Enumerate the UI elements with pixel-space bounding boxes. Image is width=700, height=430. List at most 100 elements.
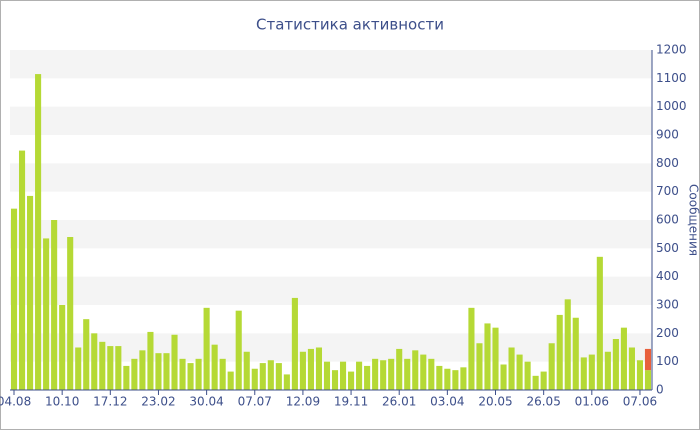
y-tick-label: 700	[656, 184, 679, 198]
bar	[171, 334, 178, 390]
bar	[267, 360, 274, 390]
bar	[227, 371, 234, 390]
bar	[460, 367, 467, 390]
bar	[348, 371, 355, 390]
bar	[596, 256, 603, 390]
bar	[10, 208, 18, 390]
bar	[612, 339, 619, 390]
bar	[420, 354, 427, 390]
x-tick-label: 26.01	[382, 395, 416, 409]
y-tick-label: 1100	[656, 71, 687, 85]
bar	[155, 353, 162, 390]
bar	[331, 370, 339, 390]
bar	[211, 344, 218, 390]
bar	[187, 363, 194, 390]
bar	[580, 357, 587, 390]
grid-band	[10, 50, 652, 79]
chart-title: Статистика активности	[256, 16, 444, 34]
x-tick-label: 07.06	[623, 395, 657, 409]
bar	[43, 238, 50, 390]
bar	[380, 360, 387, 390]
bar	[436, 365, 443, 390]
bar	[235, 310, 242, 390]
x-tick-label: 04.08	[0, 395, 31, 409]
bar	[131, 358, 138, 390]
bar	[404, 358, 411, 390]
bar	[67, 237, 74, 390]
y-tick-label: 200	[656, 326, 679, 340]
bar	[476, 343, 483, 390]
grid-band	[10, 106, 652, 135]
bar	[604, 351, 611, 390]
y-tick-label: 1200	[656, 43, 687, 57]
bar	[556, 314, 563, 390]
x-tick-label: 19.11	[334, 395, 368, 409]
bar	[323, 361, 331, 390]
x-tick-label: 30.04	[189, 395, 223, 409]
x-tick-label: 23.02	[141, 395, 175, 409]
bar	[339, 361, 347, 390]
bar	[283, 374, 290, 390]
bar	[412, 350, 419, 390]
bar	[492, 327, 499, 390]
bar	[372, 358, 379, 390]
bar	[644, 348, 652, 371]
bar	[251, 368, 258, 390]
bar	[219, 358, 226, 390]
y-tick-label: 0	[656, 383, 664, 397]
bar	[508, 347, 515, 390]
y-tick-label: 900	[656, 128, 679, 142]
bar	[115, 346, 122, 390]
bar	[123, 365, 130, 390]
bar	[364, 365, 371, 390]
x-tick-label: 01.06	[575, 395, 609, 409]
bar	[35, 74, 42, 390]
bar	[452, 370, 459, 390]
x-tick-label: 10.10	[45, 395, 79, 409]
y-axis-label: Сообщения	[687, 184, 700, 256]
y-tick-label: 600	[656, 213, 679, 227]
y-tick-label: 1000	[656, 99, 687, 113]
bar	[59, 305, 66, 390]
grid-band	[10, 333, 652, 362]
bar	[18, 150, 26, 390]
grid-band	[10, 276, 652, 305]
bar	[203, 307, 210, 390]
y-tick-label: 400	[656, 269, 679, 283]
bar	[195, 358, 202, 390]
bar	[291, 297, 298, 390]
bar	[51, 220, 58, 390]
y-tick-label: 800	[656, 156, 679, 170]
grid-band	[10, 163, 652, 192]
bar	[484, 323, 491, 390]
y-tick-label: 300	[656, 298, 679, 312]
bar	[548, 343, 555, 390]
bar	[388, 358, 395, 390]
bar	[468, 307, 475, 390]
bar	[259, 363, 266, 390]
bar	[99, 341, 106, 390]
bar	[532, 375, 539, 390]
bar	[75, 347, 82, 390]
bar	[163, 353, 170, 390]
bar	[147, 331, 154, 390]
x-tick-label: 07.07	[238, 395, 272, 409]
x-tick-label: 12.09	[286, 395, 320, 409]
bar	[644, 370, 652, 390]
y-tick-label: 100	[656, 354, 679, 368]
bar	[524, 361, 531, 390]
bar	[307, 348, 314, 390]
bar	[540, 371, 547, 390]
bar	[179, 358, 186, 390]
grid-band	[10, 220, 652, 249]
bar	[243, 351, 250, 390]
bar	[628, 347, 635, 390]
bar	[516, 354, 523, 390]
x-tick-label: 26.05	[526, 395, 560, 409]
bar	[572, 317, 579, 390]
bar	[500, 364, 507, 390]
y-tick-label: 500	[656, 241, 679, 255]
x-tick-label: 03.04	[430, 395, 464, 409]
bar	[83, 319, 90, 390]
